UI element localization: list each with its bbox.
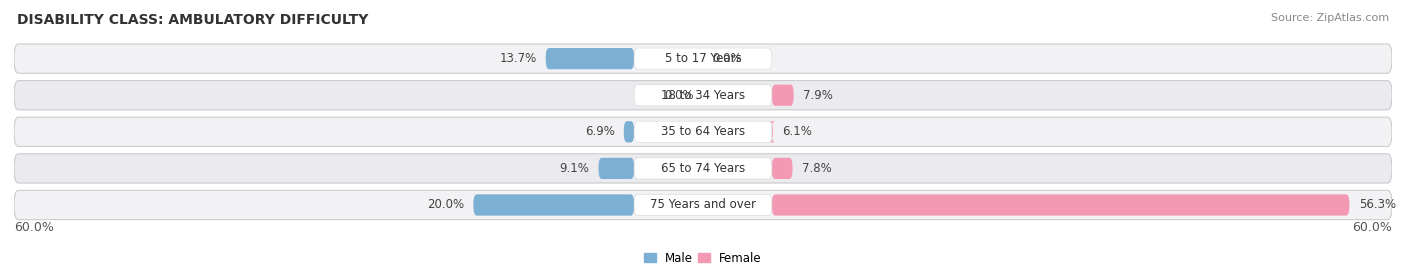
Text: 9.1%: 9.1% [560,162,589,175]
FancyBboxPatch shape [634,48,772,69]
Text: 6.9%: 6.9% [585,125,614,138]
FancyBboxPatch shape [624,121,634,142]
Text: 5 to 17 Years: 5 to 17 Years [665,52,741,65]
Text: Source: ZipAtlas.com: Source: ZipAtlas.com [1271,13,1389,23]
FancyBboxPatch shape [772,85,794,106]
FancyBboxPatch shape [634,158,772,179]
Text: 65 to 74 Years: 65 to 74 Years [661,162,745,175]
Text: 56.3%: 56.3% [1358,199,1396,211]
FancyBboxPatch shape [474,194,634,216]
FancyBboxPatch shape [634,121,772,142]
FancyBboxPatch shape [599,158,634,179]
FancyBboxPatch shape [14,44,1392,73]
Text: 60.0%: 60.0% [1353,221,1392,234]
Text: 18 to 34 Years: 18 to 34 Years [661,89,745,102]
Text: 13.7%: 13.7% [499,52,537,65]
Text: 7.9%: 7.9% [803,89,832,102]
Text: 0.0%: 0.0% [664,89,693,102]
Text: 20.0%: 20.0% [427,199,464,211]
Text: 60.0%: 60.0% [14,221,53,234]
FancyBboxPatch shape [634,194,772,216]
FancyBboxPatch shape [14,81,1392,110]
Text: 0.0%: 0.0% [713,52,742,65]
FancyBboxPatch shape [546,48,634,69]
Legend: Male, Female: Male, Female [640,247,766,269]
FancyBboxPatch shape [14,154,1392,183]
Text: 6.1%: 6.1% [782,125,813,138]
Text: 35 to 64 Years: 35 to 64 Years [661,125,745,138]
FancyBboxPatch shape [14,117,1392,146]
FancyBboxPatch shape [770,121,775,142]
Text: DISABILITY CLASS: AMBULATORY DIFFICULTY: DISABILITY CLASS: AMBULATORY DIFFICULTY [17,13,368,27]
Text: 7.8%: 7.8% [801,162,831,175]
Text: 75 Years and over: 75 Years and over [650,199,756,211]
FancyBboxPatch shape [14,190,1392,220]
FancyBboxPatch shape [772,194,1350,216]
FancyBboxPatch shape [634,85,772,106]
FancyBboxPatch shape [772,158,793,179]
